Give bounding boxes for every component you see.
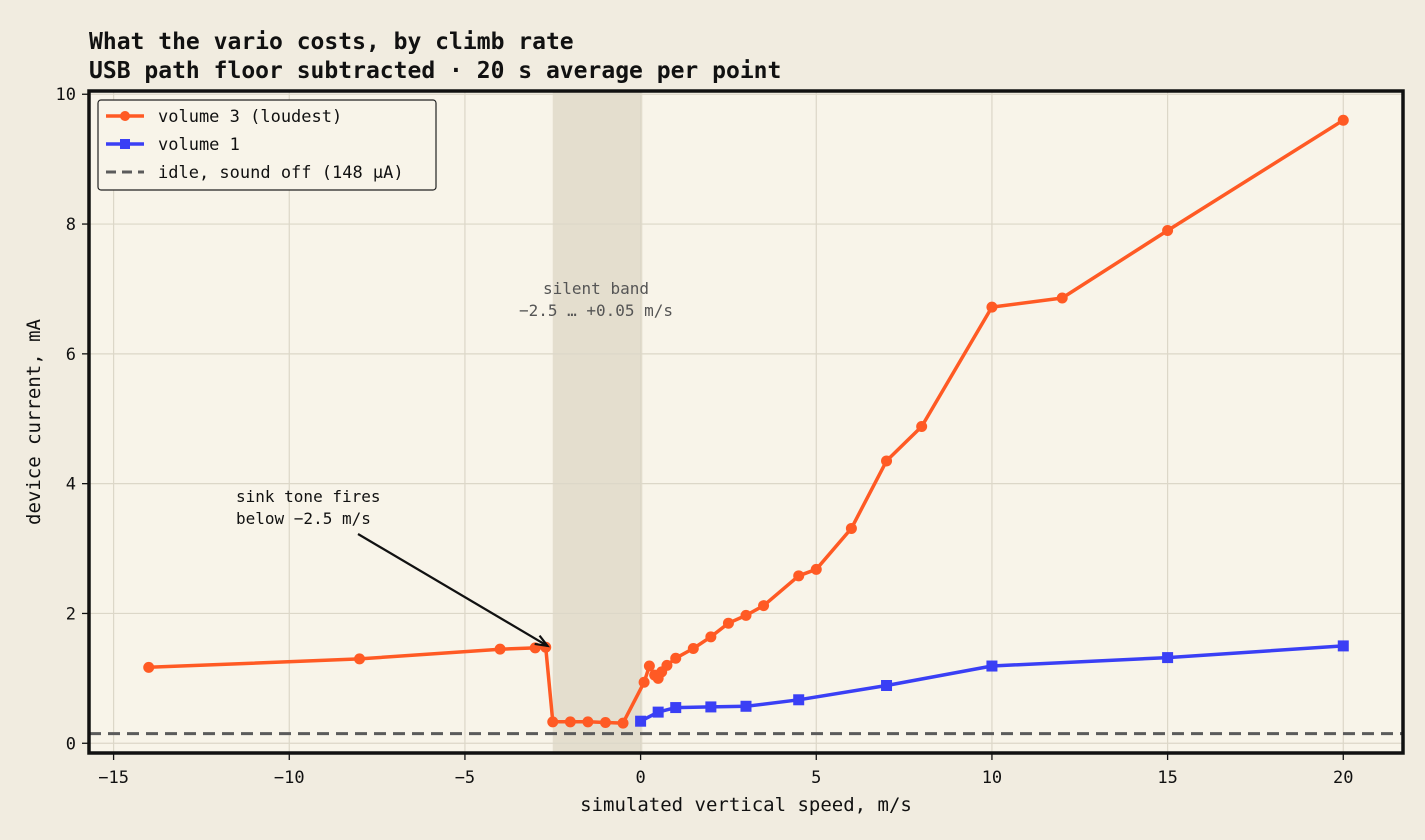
data-point-volume-3 xyxy=(705,631,717,643)
y-tick-label: 6 xyxy=(66,345,76,365)
x-tick-label: −15 xyxy=(98,768,129,788)
data-point-volume-3 xyxy=(547,716,559,728)
data-point-volume-1 xyxy=(670,702,682,714)
data-point-volume-3 xyxy=(845,522,857,534)
band-label-line-1: silent band xyxy=(543,279,649,298)
data-point-volume-1 xyxy=(635,715,647,727)
y-tick-label: 8 xyxy=(66,215,76,235)
data-point-volume-1 xyxy=(881,680,893,692)
data-point-volume-1 xyxy=(986,660,998,672)
x-tick-label: −5 xyxy=(455,768,475,788)
data-point-volume-1 xyxy=(1162,652,1174,664)
data-point-volume-3 xyxy=(722,617,734,629)
data-point-volume-3 xyxy=(1162,225,1174,237)
x-tick-label: −10 xyxy=(274,768,305,788)
data-point-volume-3 xyxy=(810,563,822,575)
legend-vol1-label: volume 1 xyxy=(158,135,240,155)
data-point-volume-3 xyxy=(143,661,155,673)
data-point-volume-1 xyxy=(1337,640,1349,652)
data-point-volume-3 xyxy=(661,659,673,671)
y-axis-label: device current, mA xyxy=(23,318,45,524)
series-layer xyxy=(143,114,1349,729)
data-point-volume-3 xyxy=(670,652,682,664)
y-tick-label: 2 xyxy=(66,604,76,624)
data-point-volume-1 xyxy=(740,700,752,712)
y-tick-label: 0 xyxy=(66,734,76,754)
x-tick-label: 15 xyxy=(1157,768,1177,788)
data-point-volume-3 xyxy=(916,421,928,433)
annotation-arrow-line xyxy=(357,533,549,647)
data-point-volume-3 xyxy=(986,301,998,313)
band-label-line-2: −2.5 … +0.05 m/s xyxy=(519,301,673,320)
data-point-volume-3 xyxy=(793,570,805,582)
data-point-volume-1 xyxy=(793,694,805,706)
y-tick-label: 4 xyxy=(66,475,76,495)
series-line-volume-1 xyxy=(639,644,1344,723)
x-tick-label: 20 xyxy=(1333,768,1353,788)
legend-vol3-marker xyxy=(120,111,130,121)
annotation-line-2: below −2.5 m/s xyxy=(236,509,371,528)
chart-title: What the vario costs, by climb rate xyxy=(89,29,574,55)
x-tick-label: 0 xyxy=(635,768,645,788)
data-point-volume-3 xyxy=(1056,292,1068,304)
plot-frame xyxy=(87,89,1405,755)
silent-band xyxy=(552,91,643,753)
annotation-arrow-head xyxy=(534,634,551,648)
legend-vol1-marker xyxy=(120,139,130,149)
legend-idle-label: idle, sound off (148 µA) xyxy=(158,163,404,183)
data-point-volume-3 xyxy=(599,716,611,728)
data-point-volume-3 xyxy=(494,643,506,655)
data-point-volume-1 xyxy=(652,706,664,718)
data-point-volume-3 xyxy=(881,455,893,467)
data-point-volume-3 xyxy=(354,653,366,665)
legend-vol3-label: volume 3 (loudest) xyxy=(158,107,342,127)
legend: volume 3 (loudest) volume 1 idle, sound … xyxy=(97,99,437,191)
silent-band-rect xyxy=(552,91,643,753)
data-point-volume-3 xyxy=(687,643,699,655)
chart-subtitle: USB path floor subtracted · 20 s average… xyxy=(89,58,781,84)
data-point-volume-3 xyxy=(643,660,655,672)
data-point-volume-3 xyxy=(582,716,594,728)
data-point-volume-3 xyxy=(564,716,576,728)
data-point-volume-1 xyxy=(705,701,717,713)
data-point-volume-3 xyxy=(740,609,752,621)
data-point-volume-3 xyxy=(1337,114,1349,126)
axis-ticks: −15 −10 −5 0 5 10 15 20 0 2 4 6 8 10 xyxy=(56,85,1354,788)
legend-box xyxy=(97,99,437,191)
x-tick-label: 5 xyxy=(811,768,821,788)
data-point-volume-3 xyxy=(617,717,629,729)
plot-background xyxy=(89,91,1403,753)
y-tick-label: 10 xyxy=(56,85,76,105)
data-point-volume-3 xyxy=(638,676,650,688)
annotation: sink tone fires below −2.5 m/s xyxy=(236,487,551,648)
annotation-line-1: sink tone fires xyxy=(236,487,381,506)
x-tick-label: 10 xyxy=(982,768,1002,788)
x-axis-label: simulated vertical speed, m/s xyxy=(580,794,912,816)
data-point-volume-3 xyxy=(758,600,770,612)
